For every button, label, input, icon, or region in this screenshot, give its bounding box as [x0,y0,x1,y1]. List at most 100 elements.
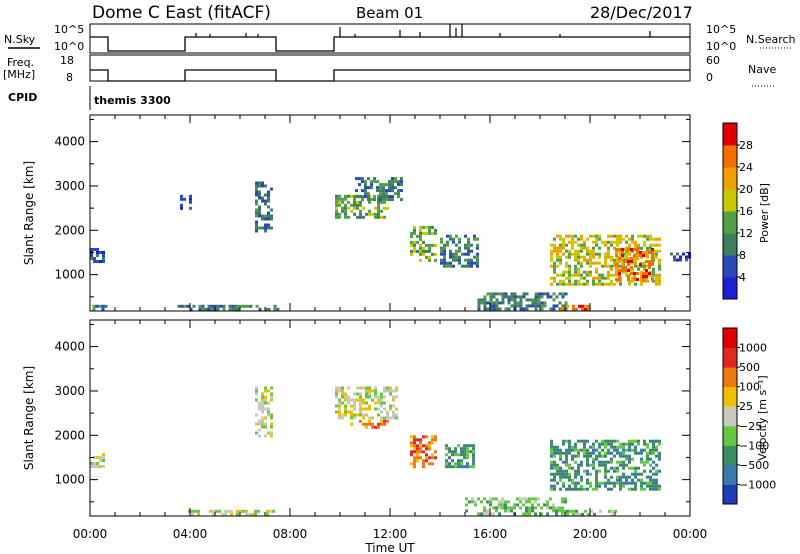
heatmap-cell [643,261,646,265]
heatmap-cell [467,252,470,256]
heatmap-cell [413,447,416,451]
heatmap-cell [561,292,565,296]
heatmap-cell [389,389,392,393]
heatmap-cell [391,198,394,202]
heatmap-cell [555,506,558,510]
heatmap-cell [389,407,392,411]
heatmap-cell [580,264,583,268]
heatmap-cell [552,307,556,311]
heatmap-cell [658,264,661,268]
heatmap-cell [655,454,658,458]
heatmap-cell [658,442,661,446]
heatmap-cell [495,301,499,305]
heatmap-cell [368,386,371,390]
heatmap-cell [565,472,568,476]
heatmap-cell [580,243,583,247]
heatmap-cell [356,392,359,396]
heatmap-cell [553,478,556,482]
heatmap-cell [258,404,261,408]
heatmap-cell [251,512,254,516]
heatmap-cell [553,451,556,455]
heatmap-cell [504,506,507,510]
heatmap-cell [353,392,356,396]
heatmap-cell [559,475,562,479]
heatmap-cell [492,512,495,516]
heatmap-cell [633,278,636,281]
heatmap-cell [104,304,108,308]
heatmap-cell [258,428,261,432]
heatmap-cell [559,282,562,286]
heatmap-cell [489,304,493,308]
heatmap-cell [353,401,356,405]
heatmap-cell [454,465,457,469]
heatmap-cell [267,223,270,227]
heatmap-cell [344,410,347,414]
heatmap-cell [350,410,353,414]
heatmap-cell [388,198,391,202]
heatmap-cell [571,252,574,256]
heatmap-cell [604,484,607,488]
heatmap-cell [577,451,580,455]
heatmap-cell [422,225,425,229]
heatmap-cell [561,500,564,504]
heatmap-cell [590,509,593,513]
heatmap-cell [504,292,508,296]
colorbar-tick-label: −1000 [739,478,776,491]
heatmap-cell [625,255,628,259]
heatmap-cell [472,462,475,466]
colorbar-segment [723,255,737,278]
heatmap-cell [637,439,640,443]
heatmap-cell [373,198,376,202]
heatmap-cell [562,270,565,274]
heatmap-cell [516,301,520,305]
heatmap-cell [631,240,634,244]
heatmap-cell [556,282,559,286]
heatmap-cell [180,206,183,210]
heatmap-cell [586,451,589,455]
heatmap-cell [476,264,479,268]
heatmap-cell [655,243,658,247]
freq-trace [90,69,690,82]
heatmap-cell [568,255,571,259]
heatmap-cell [534,506,537,510]
heatmap-cell [604,466,607,470]
heatmap-cell [556,451,559,455]
heatmap-cell [422,450,425,454]
heatmap-cell [425,447,428,451]
heatmap-cell [562,282,565,286]
heatmap-cell [613,454,616,458]
heatmap-cell [344,398,347,402]
heatmap-cell [264,307,268,311]
heatmap-cell [651,263,654,266]
heatmap-cell [610,475,613,479]
heatmap-cell [601,448,604,452]
heatmap-cell [556,252,559,256]
heatmap-cell [513,295,517,299]
heatmap-cell [269,509,272,513]
heatmap-cell [90,462,93,465]
heatmap-cell [335,197,338,201]
heatmap-cell [622,484,625,488]
heatmap-cell [335,395,338,399]
heatmap-cell [658,258,661,262]
heatmap-cell [386,416,389,420]
heatmap-cell [388,180,391,184]
heatmap-cell [658,249,661,253]
heatmap-cell [472,459,475,463]
heatmap-cell [198,307,202,311]
heatmap-cell [583,451,586,455]
heatmap-cell [559,237,562,241]
heatmap-cell [364,180,367,184]
heatmap-cell [388,189,391,193]
heatmap-cell [255,220,258,224]
range-tick-label: 1000 [54,473,85,487]
freq-panel-frame [89,54,691,82]
heatmap-cell [550,282,553,286]
heatmap-cell [546,503,549,507]
heatmap-cell [595,240,598,244]
heatmap-cell [658,237,661,241]
heatmap-cell [255,304,259,308]
heatmap-cell [574,249,577,253]
heatmap-cell [183,304,187,308]
heatmap-cell [574,472,577,476]
